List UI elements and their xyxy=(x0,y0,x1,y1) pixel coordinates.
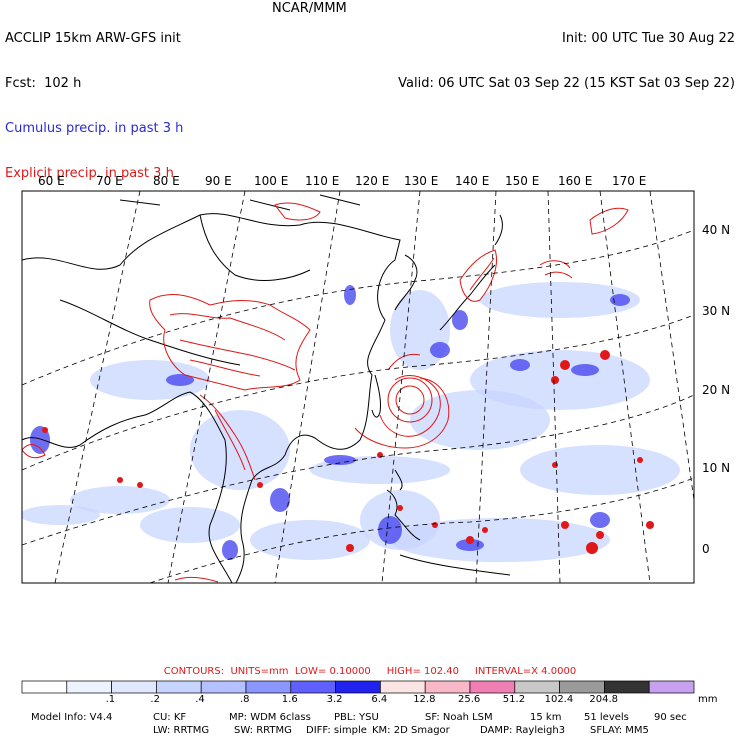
footer-item: DAMP: Rayleigh3 xyxy=(480,725,566,736)
colorbar-swatch xyxy=(559,680,605,694)
forecast-hour: Fcst: 102 h xyxy=(5,76,82,91)
footer-item: SFLAY: MM5 xyxy=(590,725,649,736)
contour-low: LOW= 0.10000 xyxy=(294,666,371,677)
init-time: Init: 00 UTC Tue 30 Aug 22 xyxy=(562,31,735,46)
lon-label: 160 E xyxy=(558,174,592,188)
map-frame xyxy=(21,190,695,584)
lat-label: 0 xyxy=(702,542,710,556)
contour-label: CONTOURS: xyxy=(163,666,225,677)
colorbar-swatch xyxy=(21,680,68,694)
lon-label: 130 E xyxy=(404,174,438,188)
footer-item: Model Info: V4.4 xyxy=(31,712,113,723)
footer-item: MP: WDM 6class xyxy=(229,712,311,723)
lat-label: 10 N xyxy=(702,461,730,475)
lon-label: 120 E xyxy=(355,174,389,188)
lat-label: 30 N xyxy=(702,304,730,318)
lon-label: 90 E xyxy=(205,174,232,188)
valid-time: Valid: 06 UTC Sat 03 Sep 22 (15 KST Sat … xyxy=(398,76,735,91)
explicit-legend-label: Explicit precip. in past 3 h xyxy=(5,166,174,181)
colorbar-swatch xyxy=(380,680,426,694)
lon-label: 140 E xyxy=(455,174,489,188)
footer-item: 15 km xyxy=(530,712,562,723)
lat-label: 40 N xyxy=(702,223,730,237)
colorbar xyxy=(21,680,695,694)
colorbar-tick-label: 12.8 xyxy=(413,694,436,705)
colorbar-unit: mm xyxy=(698,694,718,705)
footer-item: SF: Noah LSM xyxy=(425,712,493,723)
colorbar-swatch xyxy=(648,680,695,694)
explicit-precip-cells xyxy=(42,350,654,554)
colorbar-swatch xyxy=(604,680,650,694)
footer-item: CU: KF xyxy=(153,712,187,723)
lon-label: 100 E xyxy=(254,174,288,188)
cumulus-precip-heavy xyxy=(30,285,630,560)
colorbar-tick-label: 204.8 xyxy=(589,694,619,705)
contour-interval: INTERVAL=X 4.0000 xyxy=(474,666,577,677)
colorbar-swatch xyxy=(424,680,471,694)
colorbar-tick-label: .1 xyxy=(105,694,116,705)
colorbar-swatch xyxy=(111,680,157,694)
colorbar-labels: .1 .2 .4 .8 1.6 3.2 6.4 12.8 25.6 51.2 102.4 204.8 xyxy=(0,694,740,708)
footer-item: 51 levels xyxy=(584,712,629,723)
lat-label: 20 N xyxy=(702,383,730,397)
lon-label: 170 E xyxy=(612,174,646,188)
header-left: ACCLIP 15km ARW-GFS init Fcst: 102 h Cum… xyxy=(5,1,183,196)
colorbar-swatch xyxy=(200,680,247,694)
lon-label: 110 E xyxy=(305,174,339,188)
footer-item: KM: 2D Smagor xyxy=(372,725,450,736)
colorbar-swatch xyxy=(469,680,516,694)
colorbar-swatch xyxy=(290,680,336,694)
colorbar-swatch xyxy=(245,680,292,694)
contour-units: UNITS=mm xyxy=(230,666,289,677)
colorbar-tick-label: 1.6 xyxy=(281,694,298,705)
colorbar-swatch xyxy=(514,680,560,694)
contour-high: HIGH= 102.40 xyxy=(386,666,459,677)
cumulus-precip xyxy=(22,282,680,562)
lon-label: 80 E xyxy=(153,174,180,188)
graticule xyxy=(22,191,694,583)
colorbar-tick-label: 6.4 xyxy=(371,694,388,705)
colorbar-tick-label: 51.2 xyxy=(502,694,526,705)
model-title: ACCLIP 15km ARW-GFS init xyxy=(5,31,181,46)
colorbar-tick-label: .2 xyxy=(150,694,160,705)
lon-label: 60 E xyxy=(38,174,65,188)
colorbar-tick-label: 3.2 xyxy=(326,694,343,705)
footer-item: SW: RRTMG xyxy=(234,725,292,736)
explicit-precip xyxy=(22,202,629,583)
colorbar-swatch xyxy=(156,680,202,694)
colorbar-tick-label: 102.4 xyxy=(544,694,574,705)
contour-info: CONTOURS: UNITS=mm LOW= 0.10000 HIGH= 10… xyxy=(0,666,740,677)
lon-label: 70 E xyxy=(96,174,123,188)
footer-item: 90 sec xyxy=(654,712,687,723)
colorbar-tick-label: 25.6 xyxy=(458,694,481,705)
colorbar-swatch xyxy=(335,680,381,694)
cumulus-legend-label: Cumulus precip. in past 3 h xyxy=(5,121,184,136)
org-label: NCAR/MMM xyxy=(272,1,347,16)
lat-labels: 40 N 30 N 20 N 10 N 0 xyxy=(702,223,730,556)
header-right: Init: 00 UTC Tue 30 Aug 22 Valid: 06 UTC… xyxy=(398,1,735,106)
footer-item: LW: RRTMG xyxy=(153,725,210,736)
colorbar-tick-label: .8 xyxy=(240,694,250,705)
lon-labels: 60 E 70 E 80 E 90 E 100 E 110 E 120 E 13… xyxy=(38,174,646,188)
lon-label: 150 E xyxy=(505,174,539,188)
colorbar-swatch xyxy=(66,680,112,694)
colorbar-tick-label: .4 xyxy=(195,694,205,705)
footer-item: PBL: YSU xyxy=(334,712,379,723)
footer-item: DIFF: simple xyxy=(306,725,367,736)
